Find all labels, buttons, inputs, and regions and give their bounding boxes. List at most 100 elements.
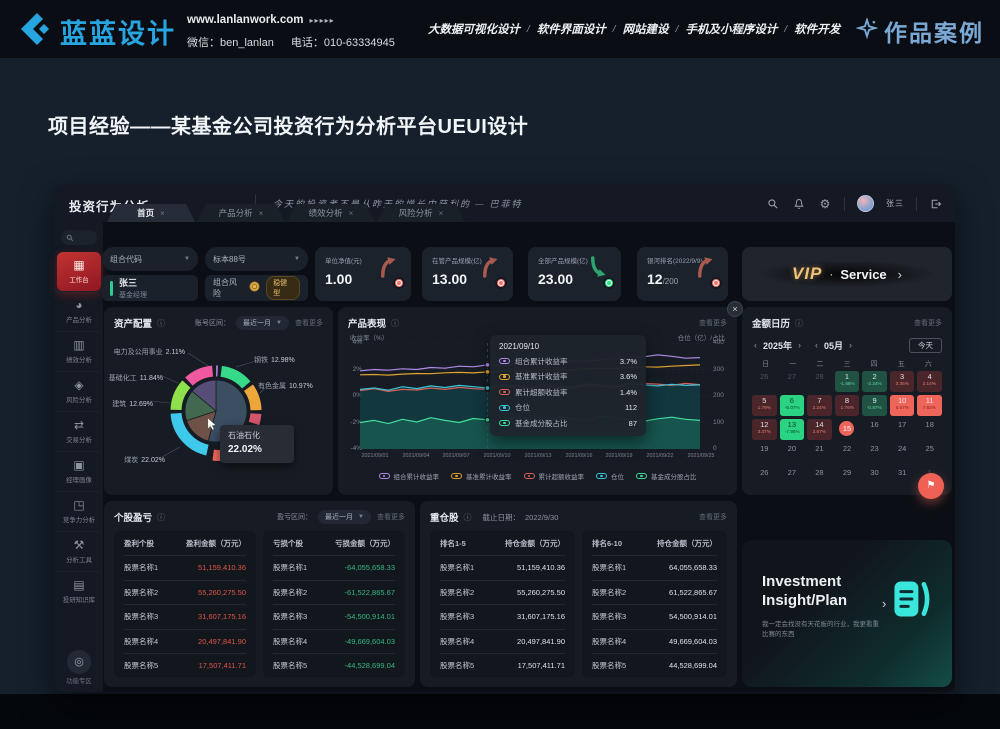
tab-2[interactable]: 产品分析 × — [197, 204, 285, 222]
user-avatar[interactable] — [857, 195, 874, 212]
sidebar-item-5[interactable]: ⇄ 交易分析 — [57, 411, 101, 451]
calendar-day-cell[interactable]: 8 1.76% — [834, 395, 860, 416]
calendar-day-cell[interactable]: 20 — [780, 443, 805, 464]
calendar-day-cell[interactable]: 16 — [862, 419, 887, 440]
legend-item-4[interactable]: 仓位 — [596, 471, 624, 481]
legend-item-3[interactable]: 累计超额收益率 — [523, 471, 584, 481]
calendar-day-cell[interactable]: 28 — [807, 467, 832, 488]
legend-item-1[interactable]: 组合累计收益率 — [378, 471, 439, 481]
calendar-day-cell[interactable]: 2 -2.24% — [862, 371, 887, 392]
info-icon[interactable]: ⓘ — [463, 512, 472, 522]
calendar-day-cell[interactable]: 6 -5.07% — [779, 395, 805, 416]
kpi-card-4: 银河排名(2022/9/9) 12/200 — [637, 247, 728, 301]
calendar-day-cell[interactable]: 17 — [890, 419, 915, 440]
settings-gear-icon[interactable]: ⚙ — [819, 196, 831, 211]
investment-insight-card[interactable]: Investment Insight/Plan › 我一定会找没有天花板的行业，… — [742, 540, 952, 687]
calendar-day-cell[interactable]: 13 -7.95% — [779, 419, 805, 440]
view-more-link[interactable]: 查看更多 — [914, 320, 942, 327]
sidebar-item-9[interactable]: ▤ 投研知识库 — [57, 571, 101, 611]
calendar-day-cell[interactable]: 28 — [807, 371, 832, 392]
calendar-day-cell[interactable]: 1 — [917, 467, 942, 488]
sidebar-item-6[interactable]: ▣ 经理画像 — [57, 451, 101, 491]
info-icon[interactable]: ⓘ — [157, 512, 166, 522]
today-button[interactable]: 今天 — [909, 337, 942, 353]
calendar-day-cell[interactable]: 23 — [862, 443, 887, 464]
view-more-link[interactable]: 查看更多 — [699, 320, 727, 327]
calendar-day-cell[interactable]: 27 — [780, 467, 805, 488]
tab-close-icon[interactable]: × — [438, 208, 444, 218]
target-code-dropdown[interactable]: 标本88号 ▼ — [205, 247, 308, 271]
calendar-day-cell[interactable]: 24 — [890, 443, 915, 464]
calendar-day-cell[interactable]: 14 3.67% — [807, 419, 832, 440]
calendar-day-cell[interactable]: 26 — [752, 371, 777, 392]
calendar-day-cell[interactable]: 3 3.36% — [889, 371, 915, 392]
info-icon[interactable]: ⓘ — [391, 318, 400, 328]
tab-close-icon[interactable]: × — [160, 208, 165, 218]
calendar-day-cell[interactable]: 19 — [752, 443, 777, 464]
calendar-day-cell[interactable]: 27 — [780, 371, 805, 392]
tab-label: 产品分析 — [218, 208, 253, 218]
prev-month-chevron[interactable]: ‹ — [815, 340, 819, 350]
calendar-day-cell[interactable]: 10 6.67% — [889, 395, 915, 416]
trend-up-arrow-icon — [379, 255, 405, 289]
sidebar-item-8[interactable]: ⚒ 分析工具 — [57, 531, 101, 571]
prev-year-chevron[interactable]: ‹ — [754, 340, 757, 350]
stock-name: 股票名称5 — [273, 661, 308, 671]
tab-1[interactable]: 首页 × — [107, 204, 195, 222]
calendar-day-cell[interactable]: 1 -1.68% — [834, 371, 860, 392]
range-dropdown[interactable]: 最近一月 ▼ — [318, 510, 371, 524]
next-year-chevron[interactable]: › — [798, 340, 802, 350]
sidebar-item-7[interactable]: ◳ 竞争力分析 — [57, 491, 101, 531]
sidebar-bottom-section[interactable]: ◎ 功能专区 — [55, 650, 103, 686]
feature-zone-icon[interactable]: ◎ — [67, 650, 91, 674]
calendar-day-cell[interactable]: 7 2.24% — [807, 395, 832, 416]
calendar-day-cell[interactable]: 4 2.14% — [917, 371, 942, 392]
bell-icon[interactable] — [792, 197, 806, 211]
vip-service-banner[interactable]: VIP · Service › — [742, 247, 952, 301]
stock-value: -49,669,604.03 — [344, 636, 395, 646]
calendar-day-cell[interactable]: 12 3.37% — [752, 419, 777, 440]
info-icon[interactable]: ⓘ — [795, 318, 804, 328]
view-more-link[interactable]: 查看更多 — [699, 514, 727, 521]
portfolio-cases-link[interactable]: 作品案例 — [855, 14, 984, 48]
next-month-chevron[interactable]: › — [849, 340, 853, 350]
tab-close-icon[interactable]: × — [348, 208, 354, 218]
sidebar-item-4[interactable]: ◈ 风险分析 — [57, 371, 101, 411]
site-url[interactable]: www.lanlanwork.com — [187, 14, 304, 26]
calendar-day-cell[interactable]: 21 — [807, 443, 832, 464]
calendar-day-cell[interactable]: 25 — [917, 443, 942, 464]
sidebar-search-input[interactable] — [61, 230, 97, 245]
sidebar-item-2[interactable]: ◕ 产品分析 — [57, 291, 101, 331]
search-icon[interactable] — [766, 197, 780, 211]
calendar-fab-button[interactable]: ⚑ — [918, 473, 944, 499]
legend-item-2[interactable]: 基准累计收益率 — [451, 471, 512, 481]
cases-label[interactable]: 作品案例 — [884, 20, 984, 46]
logo-text[interactable]: 蓝蓝设计 — [60, 19, 176, 49]
day-number: 11 — [925, 396, 934, 405]
sidebar-item-1[interactable]: ▦ 工作台 — [57, 252, 101, 291]
tab-3[interactable]: 绩效分析 × — [287, 204, 375, 222]
close-icon[interactable]: × — [727, 301, 743, 317]
tab-4[interactable]: 风险分析 × — [377, 204, 465, 222]
legend-item-5[interactable]: 基金成分股占比 — [636, 471, 697, 481]
calendar-day-cell[interactable]: 18 — [917, 419, 942, 440]
calendar-day-cell[interactable]: 5 1.79% — [752, 395, 777, 416]
logout-icon[interactable] — [929, 197, 943, 211]
calendar-day-cell[interactable]: 26 — [752, 467, 777, 488]
tab-close-icon[interactable]: × — [258, 208, 264, 218]
calendar-day-cell[interactable]: 31 — [890, 467, 915, 488]
calendar-day-cell[interactable]: 9 -0.87% — [862, 395, 887, 416]
calendar-day-cell[interactable]: 22 — [835, 443, 860, 464]
manager-card[interactable]: 张三 基金经理 — [102, 275, 198, 301]
view-more-link[interactable]: 查看更多 — [377, 514, 405, 521]
info-icon[interactable]: ⓘ — [157, 318, 166, 328]
calendar-day-cell[interactable]: 11 7.92% — [917, 395, 942, 416]
calendar-day-cell[interactable]: 30 — [862, 467, 887, 488]
stock-name: 股票名称3 — [440, 612, 475, 622]
calendar-day-cell[interactable]: 29 — [835, 467, 860, 488]
calendar-day-cell[interactable]: 15 — [835, 419, 860, 440]
sidebar-item-3[interactable]: ▥ 绩效分析 — [57, 331, 101, 371]
combo-code-dropdown[interactable]: 组合代码 ▼ — [102, 247, 198, 271]
view-more-link[interactable]: 查看更多 — [295, 320, 323, 327]
range-dropdown[interactable]: 最近一月 ▼ — [236, 316, 289, 330]
